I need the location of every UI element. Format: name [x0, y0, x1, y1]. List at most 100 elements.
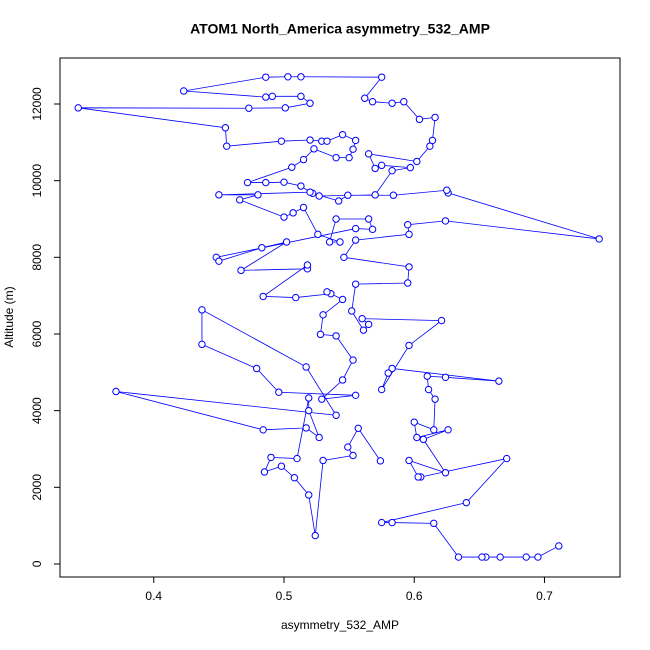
- y-tick-label: 6000: [30, 320, 44, 347]
- point: [198, 340, 206, 349]
- point: [349, 145, 357, 153]
- point: [377, 518, 386, 527]
- point: [454, 553, 463, 561]
- point: [368, 225, 377, 234]
- point: [377, 385, 386, 394]
- point: [371, 191, 379, 199]
- point: [348, 307, 356, 315]
- point: [444, 426, 452, 434]
- x-axis-label: asymmetry_532_AMP: [281, 618, 399, 632]
- point: [299, 155, 308, 164]
- point: [243, 178, 252, 187]
- point: [297, 92, 305, 101]
- point: [351, 391, 360, 400]
- point: [404, 279, 412, 287]
- point: [289, 209, 297, 217]
- x-tick-label: 0.6: [406, 589, 423, 603]
- y-tick-label: 2000: [30, 474, 44, 501]
- point: [303, 261, 312, 269]
- point: [443, 186, 451, 194]
- point: [349, 356, 357, 364]
- point: [237, 266, 245, 275]
- point: [354, 424, 362, 432]
- point: [284, 73, 292, 81]
- x-tick-label: 0.7: [536, 589, 553, 603]
- point: [306, 99, 314, 107]
- point: [415, 115, 424, 124]
- point: [388, 518, 396, 527]
- point: [275, 388, 283, 396]
- point: [496, 553, 504, 561]
- series-line: [78, 76, 600, 558]
- point: [430, 426, 438, 434]
- plot-frame: [59, 57, 621, 578]
- point: [280, 213, 288, 221]
- point: [315, 192, 323, 200]
- point: [112, 387, 120, 396]
- point: [359, 326, 368, 334]
- point: [292, 293, 300, 302]
- point: [332, 332, 340, 340]
- point: [388, 99, 396, 107]
- y-axis-label: Altitude (m): [2, 286, 16, 347]
- point: [377, 161, 386, 170]
- point: [336, 238, 344, 246]
- point: [405, 341, 413, 350]
- point: [495, 377, 503, 385]
- point: [297, 182, 305, 190]
- point: [405, 230, 413, 239]
- point: [430, 519, 438, 528]
- point: [332, 215, 340, 223]
- point: [405, 263, 413, 271]
- point: [502, 454, 511, 463]
- point: [259, 426, 267, 434]
- point: [462, 498, 471, 507]
- point: [441, 217, 450, 225]
- point: [376, 457, 385, 465]
- point: [428, 136, 437, 145]
- point: [351, 280, 360, 288]
- point: [252, 364, 261, 373]
- point: [345, 153, 353, 162]
- point: [364, 215, 373, 223]
- point: [297, 73, 305, 81]
- point: [258, 244, 266, 252]
- point: [262, 178, 270, 187]
- point: [310, 145, 318, 153]
- point: [315, 433, 323, 442]
- point: [277, 462, 286, 470]
- point: [441, 373, 450, 381]
- point: [293, 454, 301, 463]
- point: [222, 142, 231, 150]
- point: [388, 166, 396, 175]
- point: [277, 137, 286, 145]
- point: [349, 451, 357, 460]
- point: [351, 224, 360, 233]
- point: [302, 363, 310, 371]
- point: [424, 385, 433, 394]
- point: [334, 197, 343, 205]
- point: [423, 372, 431, 380]
- point: [260, 468, 269, 476]
- point: [478, 553, 486, 561]
- point: [419, 435, 428, 444]
- point: [74, 104, 82, 112]
- point: [282, 238, 291, 246]
- point: [338, 376, 347, 384]
- point: [404, 221, 412, 229]
- point: [267, 453, 275, 462]
- point: [522, 553, 530, 561]
- point: [323, 137, 331, 145]
- point: [305, 394, 313, 402]
- point: [431, 113, 439, 122]
- chart-title: ATOM1 North_America asymmetry_532_AMP: [190, 21, 490, 37]
- point: [351, 236, 360, 244]
- point: [340, 253, 348, 262]
- point: [319, 311, 327, 319]
- point: [236, 196, 244, 204]
- point: [361, 94, 369, 102]
- point: [268, 92, 276, 101]
- point: [305, 406, 313, 415]
- point: [389, 191, 398, 199]
- x-tick-label: 0.4: [145, 589, 162, 603]
